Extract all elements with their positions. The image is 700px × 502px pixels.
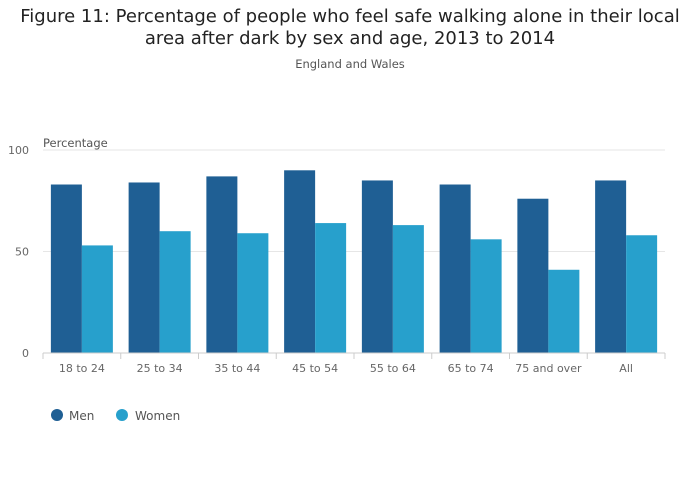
x-tick-label-2: 35 to 44 xyxy=(214,362,260,375)
x-tick-label-7: All xyxy=(619,362,633,375)
bar-men-5[interactable] xyxy=(439,184,471,353)
bar-men-1[interactable] xyxy=(128,182,160,353)
y-tick-label-0: 0 xyxy=(22,347,29,360)
y-axis-title: Percentage xyxy=(43,136,108,150)
legend-swatch-women[interactable] xyxy=(116,409,128,421)
chart-title-line-1: Figure 11: Percentage of people who feel… xyxy=(20,6,680,27)
x-tick-label-5: 65 to 74 xyxy=(448,362,494,375)
legend-label-women[interactable]: Women xyxy=(135,409,180,423)
bar-women-2[interactable] xyxy=(237,233,269,353)
chart-title: Figure 11: Percentage of people who feel… xyxy=(0,6,700,50)
x-tick-label-6: 75 and over xyxy=(515,362,582,375)
bar-women-0[interactable] xyxy=(81,245,113,353)
legend: Men Women xyxy=(51,409,180,423)
axis-layer: 0 50 100 18 to 24 25 to 34 35 to 44 45 to 54 55… xyxy=(8,144,666,375)
x-tick-label-1: 25 to 34 xyxy=(137,362,183,375)
bar-women-4[interactable] xyxy=(392,225,424,353)
x-tick-label-0: 18 to 24 xyxy=(59,362,105,375)
bar-men-4[interactable] xyxy=(361,180,393,353)
legend-label-men[interactable]: Men xyxy=(69,409,94,423)
bar-women-6[interactable] xyxy=(548,269,580,353)
bar-men-2[interactable] xyxy=(206,176,238,353)
bar-women-7[interactable] xyxy=(626,235,658,353)
bar-women-5[interactable] xyxy=(470,239,502,353)
chart-subtitle: England and Wales xyxy=(295,57,405,71)
bar-women-3[interactable] xyxy=(315,223,347,353)
y-tick-label-1: 50 xyxy=(15,246,29,259)
x-tick-label-3: 45 to 54 xyxy=(292,362,338,375)
bar-men-0[interactable] xyxy=(50,184,82,353)
chart-title-line-2: area after dark by sex and age, 2013 to … xyxy=(144,28,556,49)
bar-men-7[interactable] xyxy=(595,180,627,353)
bar-men-3[interactable] xyxy=(284,170,316,353)
bars-layer xyxy=(50,170,658,353)
x-tick-label-4: 55 to 64 xyxy=(370,362,416,375)
y-tick-label-2: 100 xyxy=(8,144,29,157)
bar-women-1[interactable] xyxy=(159,231,191,353)
legend-swatch-men[interactable] xyxy=(51,409,63,421)
bar-men-6[interactable] xyxy=(517,198,549,353)
